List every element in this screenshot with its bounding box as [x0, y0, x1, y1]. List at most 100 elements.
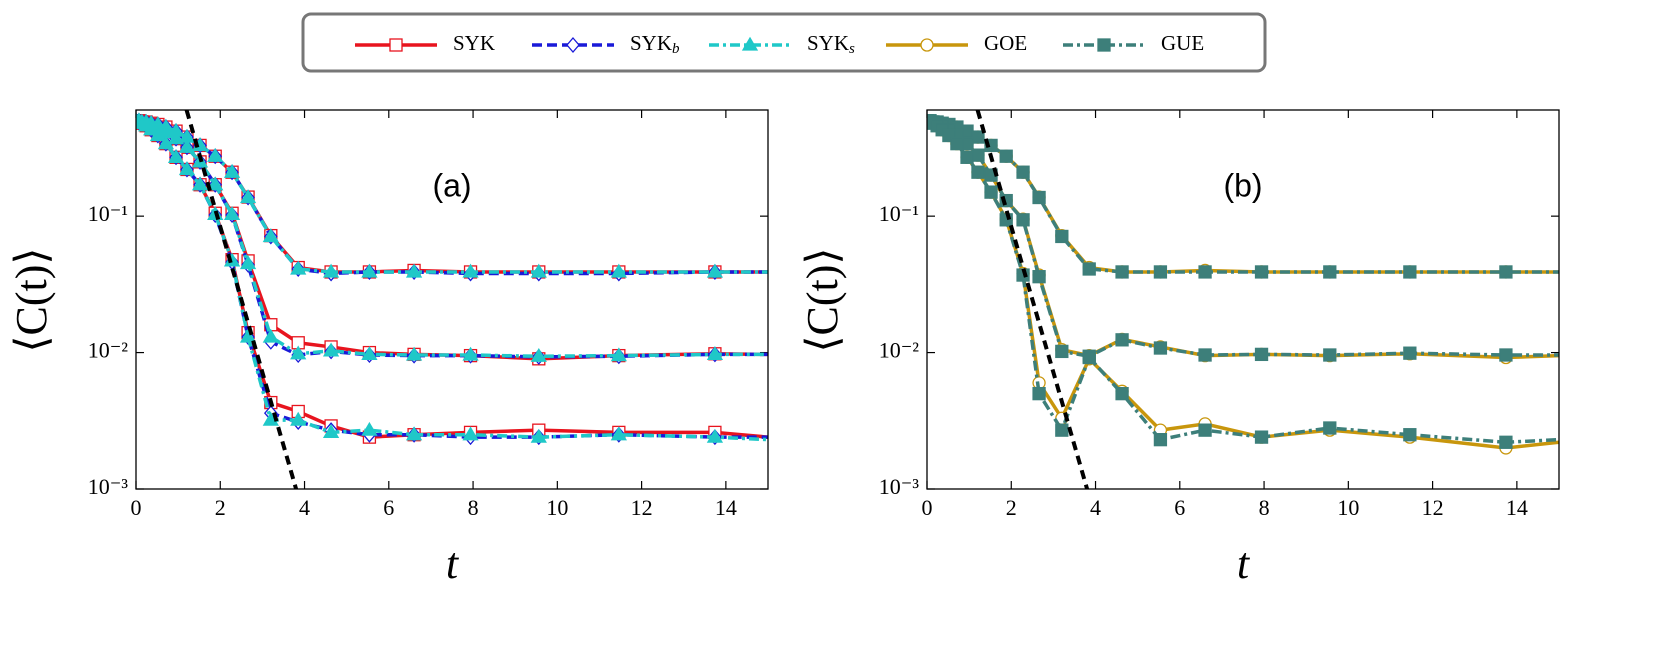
plot-area: [136, 110, 768, 489]
marker: [1055, 229, 1069, 244]
marker: [1499, 348, 1513, 362]
marker: [950, 137, 964, 151]
marker: [167, 130, 185, 145]
marker: [1032, 190, 1046, 205]
legend-name: GOE: [984, 31, 1027, 55]
marker: [239, 189, 257, 204]
legend-marker: [566, 37, 580, 53]
series-line: [927, 119, 1559, 360]
marker: [405, 426, 423, 441]
marker: [290, 260, 307, 275]
x-tick-label: 2: [1006, 495, 1017, 520]
legend-box: [301, 12, 1267, 73]
marker: [1198, 348, 1212, 362]
legend-label: GOE: [984, 31, 1027, 55]
y-tick-label: 10⁻²: [879, 338, 920, 363]
y-tick-label: 10⁻¹: [879, 201, 919, 226]
marker: [610, 263, 627, 278]
marker: [405, 346, 423, 361]
legend-label: SYK: [453, 31, 495, 55]
annotation: (a): [432, 167, 471, 203]
y-axis-label: ⟨C(t)⟩: [798, 247, 847, 352]
marker: [1032, 386, 1046, 401]
marker: [1115, 265, 1129, 279]
legend-label: SYKs: [807, 31, 855, 58]
legend-name: SYK: [453, 31, 495, 55]
x-tick-label: 0: [922, 495, 933, 520]
plot-area: [927, 110, 1559, 489]
marker: [207, 176, 224, 191]
marker: [1016, 213, 1030, 227]
marker: [361, 421, 378, 436]
series-line: [927, 119, 1559, 359]
x-axis-label: t: [1237, 539, 1251, 588]
marker: [1198, 423, 1212, 437]
marker: [1055, 344, 1069, 359]
y-axis-label: ⟨C(t)⟩: [7, 247, 56, 352]
marker: [361, 346, 378, 361]
marker: [262, 228, 279, 243]
marker: [322, 263, 340, 278]
marker: [530, 428, 547, 443]
legend-subscript: s: [849, 41, 855, 57]
marker: [1323, 265, 1337, 279]
y-tick-label: 10⁻²: [88, 338, 129, 363]
marker: [1055, 423, 1069, 437]
y-tick-label: 10⁻¹: [88, 201, 128, 226]
marker: [610, 347, 627, 362]
legend-name: GUE: [1161, 31, 1204, 55]
marker: [322, 424, 340, 439]
marker: [984, 185, 998, 199]
marker: [239, 328, 257, 343]
marker: [1016, 165, 1030, 179]
legend-name: SYK: [807, 31, 849, 55]
marker: [999, 149, 1013, 163]
legend-marker: [741, 36, 759, 51]
marker: [462, 263, 479, 278]
x-tick-label: 6: [383, 495, 394, 520]
reference-line: [184, 110, 299, 489]
marker: [167, 149, 185, 163]
series-line: [136, 119, 768, 361]
marker: [1254, 265, 1269, 279]
marker: [1082, 262, 1096, 276]
marker: [610, 426, 627, 441]
series-line: [136, 119, 768, 358]
marker: [405, 263, 423, 278]
marker: [1403, 428, 1417, 442]
marker: [191, 176, 209, 191]
annotation: (b): [1223, 167, 1262, 203]
x-tick-label: 4: [1090, 495, 1101, 520]
marker: [1254, 430, 1269, 444]
marker: [530, 263, 547, 278]
x-tick-label: 14: [715, 495, 737, 520]
x-tick-label: 6: [1174, 495, 1185, 520]
reference-line: [975, 110, 1090, 489]
marker: [1198, 265, 1212, 279]
marker: [706, 428, 724, 443]
x-tick-label: 8: [468, 495, 479, 520]
plot-frame: [926, 109, 1560, 490]
legend-subscript: b: [672, 41, 680, 57]
y-tick-label: 10⁻³: [88, 474, 129, 499]
legend-label: SYKb: [630, 31, 680, 58]
marker: [1499, 435, 1513, 449]
x-tick-label: 14: [1506, 495, 1528, 520]
marker: [971, 165, 985, 179]
legend-marker: [389, 38, 403, 52]
marker: [1082, 350, 1096, 365]
marker: [462, 346, 479, 361]
marker: [149, 127, 167, 142]
marker: [971, 148, 985, 162]
marker: [1115, 333, 1129, 347]
x-tick-label: 0: [131, 495, 142, 520]
marker: [178, 138, 196, 153]
marker: [290, 411, 307, 426]
x-tick-label: 4: [299, 495, 310, 520]
plot-frame: [135, 109, 769, 490]
marker: [1115, 386, 1129, 401]
marker: [462, 426, 479, 441]
x-tick-label: 2: [215, 495, 226, 520]
x-tick-label: 10: [1337, 495, 1359, 520]
